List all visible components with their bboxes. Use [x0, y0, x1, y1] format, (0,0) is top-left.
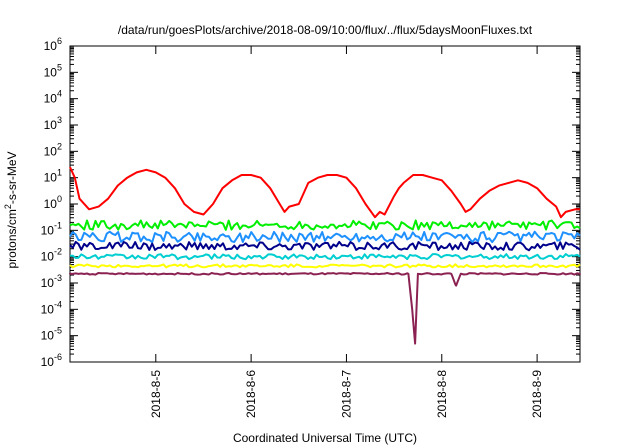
y-tick-label: 106: [44, 36, 62, 53]
y-tick-label-exponent: 2: [57, 141, 62, 151]
y-tick-label-exponent: 5: [57, 62, 62, 72]
y-axis-label-rest: -s-sr-MeV: [5, 151, 19, 204]
x-tick-label: 2018-8-5: [149, 370, 163, 418]
y-tick-label: 103: [44, 115, 62, 132]
y-tick-label-base: 10: [41, 223, 55, 237]
y-axis-label: protons/cm2-s-sr-MeV: [3, 151, 19, 268]
y-tick-label: 10-3: [41, 273, 62, 290]
y-tick-label-base: 10: [44, 39, 58, 53]
y-tick-label-exponent: -5: [54, 326, 62, 336]
y-tick-label: 101: [44, 168, 62, 185]
y-tick-label-exponent: 4: [57, 89, 62, 99]
series-line-3: [69, 230, 581, 244]
y-tick-label-base: 10: [41, 276, 55, 290]
y-tick-label-base: 10: [41, 250, 55, 264]
y-tick-label-base: 10: [44, 92, 58, 106]
chart-title: /data/run/goesPlots/archive/2018-08-09/1…: [118, 23, 533, 37]
y-tick-label-base: 10: [44, 171, 58, 185]
y-axis-label-base: protons/cm: [5, 209, 19, 268]
y-axis-label-sup: 2: [3, 204, 13, 209]
x-tick-label: 2018-8-8: [435, 370, 449, 418]
y-tick-label-exponent: -6: [54, 352, 62, 362]
y-tick-label: 100: [44, 194, 62, 211]
series-line-7: [69, 272, 581, 345]
y-tick-label: 10-5: [41, 326, 62, 343]
y-tick-label: 105: [44, 62, 62, 79]
x-axis-label: Coordinated Universal Time (UTC): [233, 431, 417, 445]
y-tick-label-exponent: -3: [54, 273, 62, 283]
y-tick-label-base: 10: [44, 65, 58, 79]
series-line-2: [69, 219, 581, 231]
x-tick-label: 2018-8-6: [244, 370, 258, 418]
y-tick-label: 10-2: [41, 247, 62, 264]
y-tick-label-exponent: 6: [57, 36, 62, 46]
y-tick-label-exponent: -2: [54, 247, 62, 257]
y-axis-ticks: 10-610-510-410-310-210-11001011021031041…: [41, 36, 580, 369]
y-tick-label-exponent: 3: [57, 115, 62, 125]
y-tick-label: 10-1: [41, 220, 62, 237]
y-tick-label-base: 10: [41, 355, 55, 369]
y-tick-label-base: 10: [44, 118, 58, 132]
y-tick-label-exponent: -1: [54, 220, 62, 230]
y-tick-label-base: 10: [44, 144, 58, 158]
series-line-1: [69, 166, 580, 219]
y-tick-label: 10-4: [41, 299, 62, 316]
y-tick-label-exponent: 1: [57, 168, 62, 178]
x-axis-ticks: 2018-8-5 2018-8-6 2018-8-7 2018-8-8 2018-8-9: [149, 46, 544, 418]
plot-frame: [69, 45, 581, 363]
y-tick-label: 104: [44, 89, 62, 106]
y-tick-label-base: 10: [44, 197, 58, 211]
y-tick-label-exponent: -4: [54, 299, 62, 309]
y-tick-label-base: 10: [41, 329, 55, 343]
y-tick-label-base: 10: [41, 302, 55, 316]
y-tick-label: 10-6: [41, 352, 62, 369]
series-line-4: [69, 240, 581, 252]
series-line-6: [69, 263, 581, 269]
series-line-5: [70, 253, 581, 261]
y-tick-label-exponent: 0: [57, 194, 62, 204]
y-tick-label: 102: [44, 141, 62, 158]
x-tick-label: 2018-8-9: [530, 370, 544, 418]
plot-area-border: [69, 45, 581, 363]
series-lines: [69, 166, 581, 345]
x-tick-label: 2018-8-7: [339, 370, 353, 418]
